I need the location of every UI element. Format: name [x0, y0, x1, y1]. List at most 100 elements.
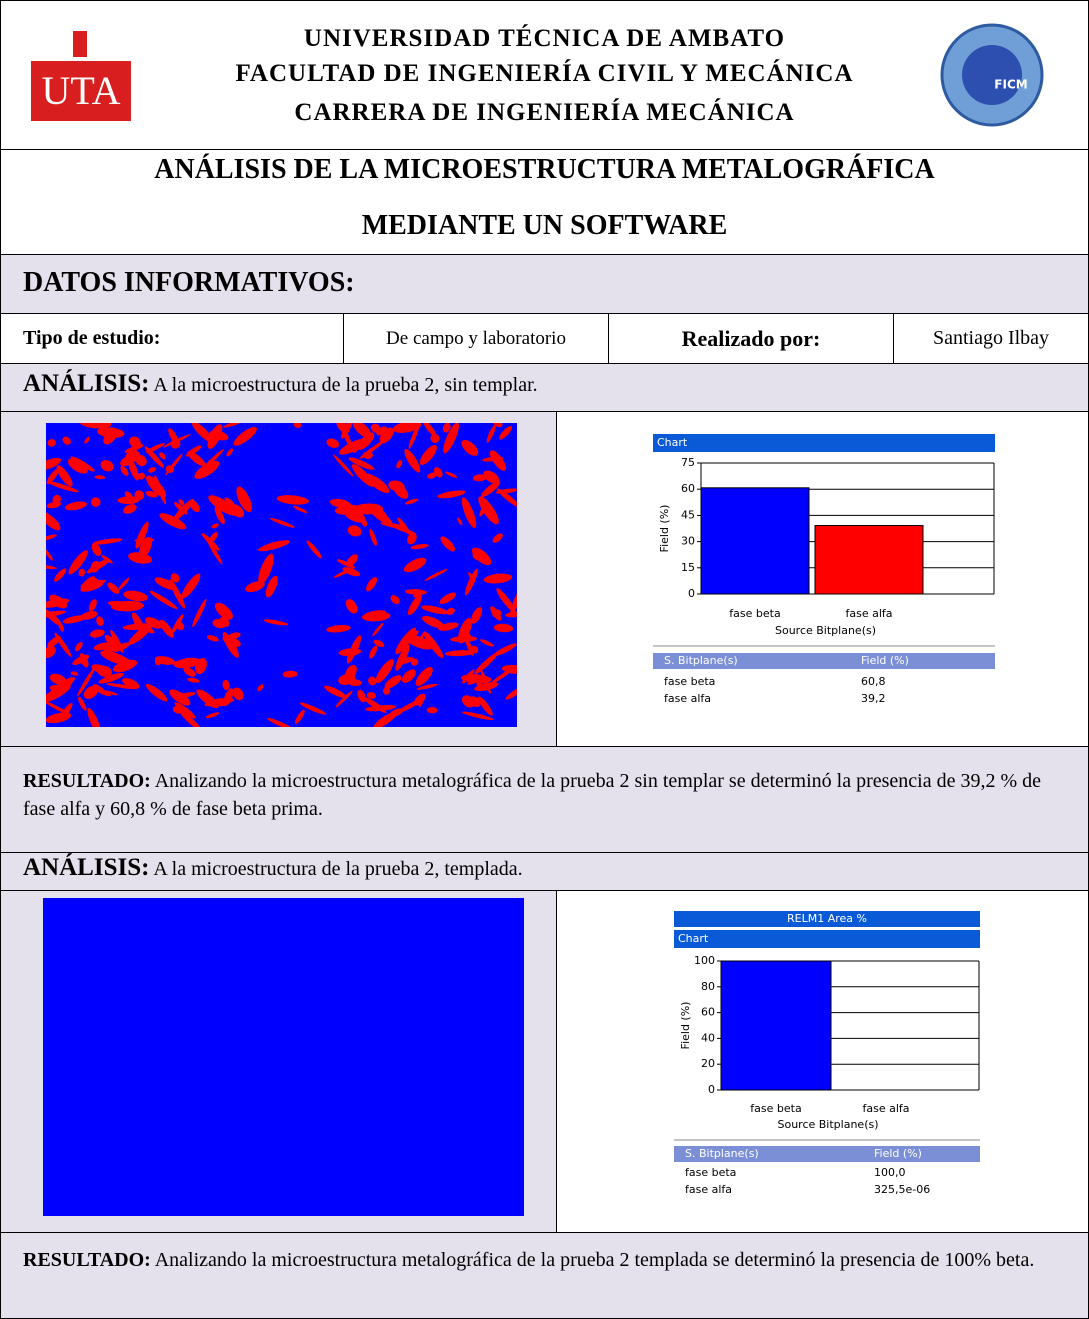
analysis: ANÁLISIS: A la microestructura de la pru…	[23, 370, 538, 398]
phase-grain	[421, 615, 445, 629]
phase-grain	[474, 652, 499, 675]
phase-grain	[419, 444, 437, 465]
phase-grain	[293, 423, 302, 429]
phase-grain	[346, 554, 358, 567]
y-axis-label: Field (%)	[679, 1002, 692, 1050]
phase-grain	[384, 675, 402, 689]
phase-grain	[439, 592, 456, 604]
phase-grain	[467, 675, 486, 685]
phase-grain	[424, 568, 448, 581]
phase-grain	[194, 460, 220, 479]
x-tick-label: fase alfa	[862, 1102, 909, 1115]
phase-grain	[101, 555, 113, 564]
phase-grain	[395, 698, 425, 714]
phase-grain	[79, 423, 112, 429]
table-name: fase alfa	[685, 1183, 732, 1196]
section-row: DATOS INFORMATIVOS:	[1, 255, 1088, 314]
phase-grain	[68, 550, 88, 575]
phase-grain	[379, 427, 394, 444]
phase-grain	[154, 475, 167, 505]
table-value: 60,8	[861, 675, 886, 688]
phase-grain	[493, 623, 514, 633]
section-title: DATOS INFORMATIVOS:	[23, 267, 355, 298]
logo-text: FICM	[994, 78, 1027, 92]
logo-left: UTA	[31, 31, 131, 121]
phase-grain	[49, 684, 65, 692]
phase-grain	[83, 685, 98, 699]
phase-grain	[222, 679, 230, 691]
table-value: 325,5e-06	[874, 1183, 930, 1196]
y-tick-label: 60	[701, 1006, 715, 1019]
phase-grain	[134, 490, 145, 500]
x-axis-label: Source Bitplane(s)	[775, 624, 876, 637]
phase-grain	[54, 568, 67, 582]
phase-grain	[388, 480, 405, 492]
chart-title-bg	[653, 434, 995, 452]
phase-grain	[505, 685, 517, 700]
phase-grain	[62, 436, 71, 445]
phase-grain	[366, 577, 378, 592]
phase-grain	[176, 622, 185, 631]
logo-inner	[962, 45, 1022, 105]
phase-grain	[206, 539, 223, 565]
result-label: RESULTADO:	[23, 770, 151, 792]
phase-grain	[306, 540, 322, 559]
phase-grain	[372, 622, 384, 637]
phase-grain	[98, 672, 125, 684]
phase-grain	[324, 685, 347, 698]
phase-grain	[404, 498, 419, 505]
result-text: Analizando la microestructura metalográf…	[154, 1249, 1035, 1271]
phase-grain	[478, 696, 493, 716]
table-header: S. Bitplane(s)	[664, 654, 738, 667]
analysis: ANÁLISIS: A la microestructura de la pru…	[23, 854, 523, 882]
phase-grain	[461, 497, 477, 528]
phase-grain	[58, 622, 64, 632]
phase-grain	[124, 444, 144, 453]
phase-grain	[128, 625, 152, 645]
phase-grain	[472, 551, 481, 561]
y-tick-label: 40	[701, 1031, 715, 1044]
phase-grain	[267, 717, 294, 727]
analysis-row: ANÁLISIS: A la microestructura de la pru…	[1, 853, 1088, 891]
info-cell: Tipo de estudio:	[1, 314, 344, 363]
phase-grain	[348, 679, 362, 687]
phase-grain	[430, 433, 440, 443]
phase-grain	[407, 532, 417, 545]
phase-grain	[206, 635, 219, 642]
logo-text: UTA	[41, 68, 120, 113]
phase-grain	[457, 517, 463, 526]
phase-grain	[395, 627, 417, 655]
panel-title-bg	[674, 911, 980, 927]
result-row: RESULTADO: Analizando la microestructura…	[1, 747, 1088, 853]
phase-grain	[214, 506, 225, 525]
header-line: CARRERA DE INGENIERÍA MECÁNICA	[294, 99, 795, 126]
phase-grain	[492, 609, 502, 618]
micrograph	[46, 423, 517, 727]
phase-grain	[102, 690, 118, 696]
phase-grain	[138, 537, 153, 558]
phase-grain	[87, 707, 101, 727]
phase-grain	[230, 504, 245, 518]
header-line: FACULTAD DE INGENIERÍA CIVIL Y MECÁNICA	[235, 60, 854, 87]
phase-grain	[496, 588, 516, 613]
phase-grain	[437, 490, 466, 499]
y-tick-label: 30	[681, 535, 695, 548]
info-cell: Realizado por:	[609, 314, 894, 363]
phase-grain	[369, 507, 393, 525]
phase-grain	[232, 687, 244, 701]
phase-grain	[145, 490, 158, 498]
phase-grain	[78, 568, 86, 577]
phase-grain	[443, 423, 459, 454]
phase-grain	[462, 669, 475, 684]
phase-grain	[179, 710, 203, 727]
bar	[720, 960, 832, 1091]
phase-grain	[46, 700, 69, 715]
phase-grain	[493, 643, 517, 657]
phase-grain	[342, 567, 361, 577]
phase-grain	[88, 599, 97, 612]
phase-grain	[46, 511, 61, 531]
phase-grain	[357, 689, 366, 703]
phase-grain	[159, 452, 166, 460]
phase-grain	[97, 427, 125, 438]
title-line: MEDIANTE UN SOFTWARE	[361, 210, 728, 241]
